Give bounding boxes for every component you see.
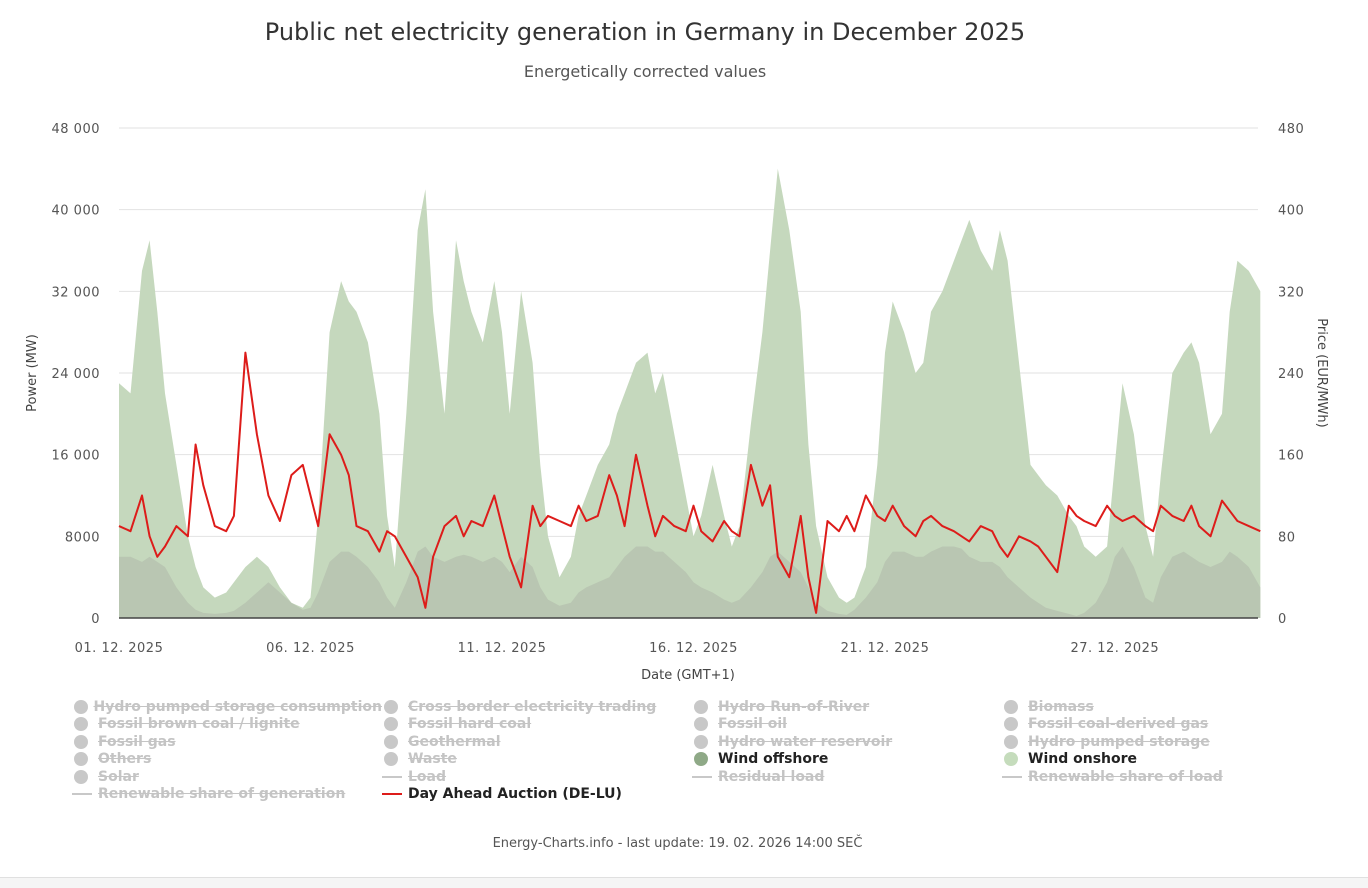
x-tick-label: 21. 12. 2025 <box>841 641 930 656</box>
legend-dot <box>74 699 88 714</box>
wind-offshore-area[interactable] <box>119 546 1261 619</box>
legend-solar[interactable]: Solar <box>72 768 382 786</box>
legend-coal-gas[interactable]: Fossil coal-derived gas <box>1002 716 1312 734</box>
legend-line <box>1002 775 1022 778</box>
legend-dot <box>384 734 398 749</box>
legend-dot <box>694 699 708 714</box>
legend-fossil-gas[interactable]: Fossil gas <box>72 733 382 751</box>
chart-title: Public net electricity generation in Ger… <box>264 18 1026 46</box>
y2-tick-label: 160 <box>1278 449 1304 464</box>
y-tick-label: 0 <box>91 612 100 627</box>
legend-renewable-share-gen[interactable]: Renewable share of generation <box>72 786 382 804</box>
y-tick-label: 24 000 <box>52 367 101 382</box>
legend-dot <box>694 752 708 767</box>
x-tick-label: 01. 12. 2025 <box>75 641 164 656</box>
legend-dot <box>694 734 708 749</box>
chart-subtitle: Energetically corrected values <box>523 62 767 81</box>
wind-onshore-area[interactable] <box>119 168 1261 619</box>
legend-dot <box>1004 734 1018 749</box>
legend-fossil-oil[interactable]: Fossil oil <box>692 716 1002 734</box>
legend-brown-coal[interactable]: Fossil brown coal / lignite <box>72 716 382 734</box>
price-series[interactable] <box>118 351 1261 614</box>
y-tick-label: 32 000 <box>52 285 101 300</box>
legend-wind-onshore[interactable]: Wind onshore <box>1002 751 1312 769</box>
x-tick-label: 11. 12. 2025 <box>458 641 547 656</box>
legend-dot <box>384 717 398 732</box>
legend-waste[interactable]: Waste <box>382 751 692 769</box>
y2-tick-label: 0 <box>1278 612 1287 627</box>
area-series[interactable] <box>119 168 1261 619</box>
legend-dot <box>384 699 398 714</box>
legend-hydro-reservoir[interactable]: Hydro water reservoir <box>692 733 1002 751</box>
legend-dot <box>1004 752 1018 767</box>
legend-wind-offshore[interactable]: Wind offshore <box>692 751 1002 769</box>
legend-dot <box>694 717 708 732</box>
legend-line <box>692 775 712 778</box>
grid-lines <box>119 127 1258 537</box>
legend-renewable-share-load[interactable]: Renewable share of load <box>1002 768 1312 786</box>
y2-axis-title: Price (EUR/MWh) <box>1314 318 1329 427</box>
x-tick-label: 06. 12. 2025 <box>266 641 355 656</box>
y2-tick-label: 320 <box>1278 285 1304 300</box>
y-axis-title: Power (MW) <box>25 334 40 412</box>
legend-hydro-ror[interactable]: Hydro Run-of-River <box>692 698 1002 716</box>
y-tick-label: 48 000 <box>52 122 101 137</box>
y-tick-label: 8000 <box>65 530 100 545</box>
legend-others[interactable]: Others <box>72 751 382 769</box>
legend-line <box>382 793 402 796</box>
x-axis-title: Date (GMT+1) <box>641 668 735 683</box>
day-ahead-price-line[interactable] <box>118 351 1261 614</box>
x-axis: 01. 12. 2025 06. 12. 2025 11. 12. 2025 16. … <box>75 641 1159 656</box>
y2-tick-label: 480 <box>1278 122 1304 137</box>
y-axis-left: 0 8000 16 000 24 000 32 000 40 000 48 000 <box>52 122 101 627</box>
legend-hydro-pumped-consumption[interactable]: Hydro pumped storage consumption <box>72 698 382 716</box>
y2-tick-label: 240 <box>1278 367 1304 382</box>
legend-dot <box>384 752 398 767</box>
y-axis-right: 0 80 160 240 320 400 480 <box>1278 122 1304 627</box>
legend-day-ahead[interactable]: Day Ahead Auction (DE-LU) <box>382 786 692 804</box>
legend-hydro-pumped[interactable]: Hydro pumped storage <box>1002 733 1312 751</box>
legend-line <box>72 793 92 796</box>
legend-dot <box>74 752 88 767</box>
x-tick-label: 27. 12. 2025 <box>1070 641 1159 656</box>
legend-dot <box>1004 699 1018 714</box>
legend: Hydro pumped storage consumption Cross b… <box>72 698 1312 803</box>
legend-load[interactable]: Load <box>382 768 692 786</box>
y2-tick-label: 400 <box>1278 204 1304 219</box>
legend-line <box>382 775 402 778</box>
legend-dot <box>74 717 88 732</box>
y2-tick-label: 80 <box>1278 530 1296 545</box>
footer-credit: Energy-Charts.info - last update: 19. 02… <box>492 836 863 851</box>
legend-dot <box>1004 717 1018 732</box>
x-tick-label: 16. 12. 2025 <box>649 641 738 656</box>
legend-dot <box>74 769 88 784</box>
legend-biomass[interactable]: Biomass <box>1002 698 1312 716</box>
chart-canvas[interactable]: 0 8000 16 000 24 000 32 000 40 000 48 000 0 80 1… <box>0 0 1368 700</box>
legend-cross-border[interactable]: Cross border electricity trading <box>382 698 692 716</box>
y-tick-label: 16 000 <box>52 449 101 464</box>
legend-dot <box>74 734 88 749</box>
y-tick-label: 40 000 <box>52 204 101 219</box>
legend-residual-load[interactable]: Residual load <box>692 768 1002 786</box>
bottom-bar <box>0 877 1368 888</box>
legend-geothermal[interactable]: Geothermal <box>382 733 692 751</box>
legend-hard-coal[interactable]: Fossil hard coal <box>382 716 692 734</box>
